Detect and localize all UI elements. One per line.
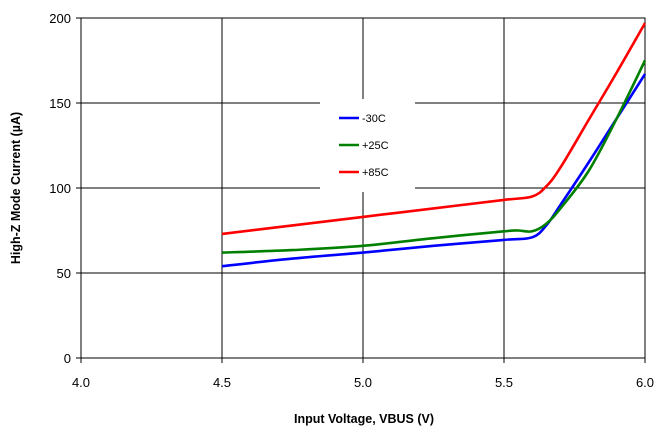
y-axis-label: High-Z Mode Current (µA) [9,112,23,264]
y-tick-label: 0 [64,351,71,366]
y-tick-label: 150 [49,96,71,111]
legend: -30C +25C +85C [320,99,415,192]
legend-label-30c: -30C [362,113,386,125]
x-tick-label: 4.5 [213,375,231,390]
series-line-25c [221,59,647,254]
y-axis-ticks: 0 50 100 150 200 [49,11,81,366]
legend-label-25c: +25C [362,140,389,152]
x-tick-label: 4.0 [72,375,90,390]
series-layer [221,22,647,268]
legend-box [320,99,415,192]
x-axis-label: Input Voltage, VBUS (V) [294,412,434,426]
x-tick-label: 6.0 [636,375,654,390]
y-tick-label: 100 [49,181,71,196]
y-tick-label: 200 [49,11,71,26]
x-tick-label: 5.0 [354,375,372,390]
legend-label-85c: +85C [362,167,389,179]
y-tick-label: 50 [57,266,71,281]
series-line-30c [221,73,647,268]
x-tick-label: 5.5 [495,375,513,390]
x-axis-ticks: 4.0 4.5 5.0 5.5 6.0 [72,358,654,390]
series-line-85c [221,22,647,236]
